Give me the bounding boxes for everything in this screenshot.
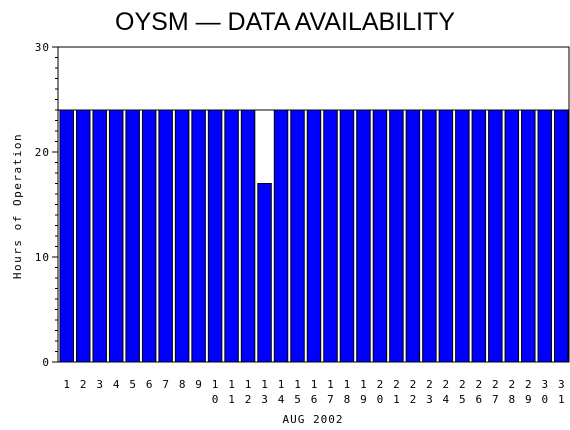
bar-day-5 bbox=[125, 109, 140, 363]
bar-day-1 bbox=[59, 109, 74, 363]
x-tick-label: 2 bbox=[80, 378, 87, 391]
bar-day-2 bbox=[75, 109, 91, 363]
x-tick-label: 5 bbox=[129, 378, 136, 391]
bar-day-13 bbox=[257, 183, 272, 363]
bar-day-4 bbox=[108, 109, 124, 363]
bar-day-31 bbox=[554, 109, 569, 363]
y-axis-label: Hours of Operation bbox=[11, 133, 24, 279]
y-tick-label: 30 bbox=[35, 41, 50, 54]
bar-day-8 bbox=[174, 109, 190, 363]
bar-day-25 bbox=[455, 109, 470, 363]
x-tick-label: 8 bbox=[179, 378, 186, 391]
bar-day-20 bbox=[372, 109, 388, 363]
bar-day-6 bbox=[141, 109, 157, 363]
x-tick-label: 7 bbox=[162, 378, 169, 391]
bar-day-18 bbox=[339, 109, 355, 363]
bar-day-7 bbox=[158, 109, 173, 363]
bar-day-21 bbox=[389, 109, 404, 363]
chart-title: OYSM — DATA AVAILABILITY bbox=[115, 8, 455, 36]
bar-day-19 bbox=[356, 109, 371, 363]
bar-day-11 bbox=[224, 109, 239, 363]
x-tick-label: 6 bbox=[146, 378, 153, 391]
bar-day-9 bbox=[191, 109, 206, 363]
bar-day-15 bbox=[290, 109, 305, 363]
y-tick-label: 20 bbox=[35, 146, 50, 159]
bar-day-10 bbox=[207, 109, 223, 363]
x-tick-label: 4 bbox=[113, 378, 120, 391]
bar-day-16 bbox=[306, 109, 322, 363]
bar-day-14 bbox=[273, 109, 289, 363]
y-tick-label: 0 bbox=[42, 356, 50, 369]
bar-day-24 bbox=[438, 109, 454, 363]
x-tick-label: 1 bbox=[63, 378, 70, 391]
y-tick-label: 10 bbox=[35, 251, 50, 264]
bar-day-28 bbox=[504, 109, 520, 363]
bar-day-22 bbox=[405, 109, 421, 363]
x-tick-label: 9 bbox=[195, 378, 202, 391]
bar-day-26 bbox=[471, 109, 487, 363]
bar-day-3 bbox=[92, 109, 107, 363]
bar-day-27 bbox=[488, 109, 503, 363]
bar-day-30 bbox=[537, 109, 553, 363]
bar-day-12 bbox=[240, 109, 256, 363]
bar-day-23 bbox=[422, 109, 437, 363]
bar-day-17 bbox=[323, 109, 338, 363]
bar-day-29 bbox=[521, 109, 536, 363]
x-tick-label: 3 bbox=[96, 378, 103, 391]
x-axis-label: AUG 2002 bbox=[283, 413, 344, 426]
